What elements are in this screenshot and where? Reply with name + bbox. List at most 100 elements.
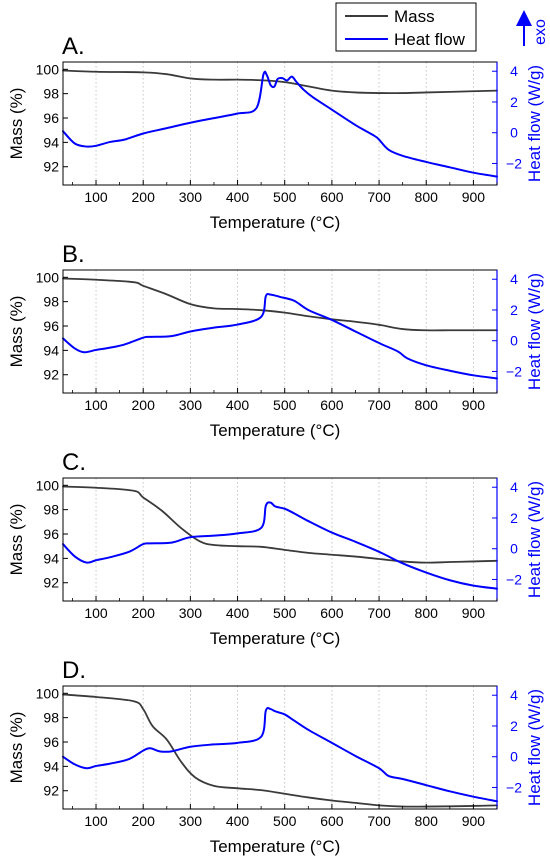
y2-tick-label: −2: [506, 571, 522, 587]
x-tick-label: 100: [84, 605, 108, 621]
x-tick-label: 100: [84, 397, 108, 413]
x-tick-label: 800: [415, 605, 439, 621]
legend-heat-flow-label: Heat flow: [394, 30, 466, 49]
x-tick-label: 300: [179, 189, 203, 205]
y2-tick-label: 4: [510, 63, 518, 79]
y-tick-label: 96: [43, 526, 59, 542]
x-tick-label: 200: [132, 605, 156, 621]
x-tick-label: 900: [462, 397, 486, 413]
y2-tick-label: 0: [510, 541, 518, 557]
y2-tick-label: 2: [510, 94, 518, 110]
y2-tick-label: 2: [510, 510, 518, 526]
chart-panel-1: A.100 200 300 400 500 600 700 800 90092949698100…: [7, 33, 544, 232]
plot-frame: [62, 269, 498, 394]
y2-tick-label: 2: [510, 718, 518, 734]
x-tick-label: 400: [226, 605, 250, 621]
y-axis-title: Mass (%): [7, 504, 26, 576]
x-tick-label: 600: [320, 397, 344, 413]
y2-tick-label: 2: [510, 302, 518, 318]
x-tick-label: 400: [226, 813, 250, 829]
x-tick-label: 800: [415, 813, 439, 829]
y-tick-label: 100: [36, 477, 60, 493]
panels: A.100 200 300 400 500 600 700 800 90092949698100…: [7, 33, 544, 856]
x-tick-label: 800: [415, 189, 439, 205]
x-tick-label: 100: [84, 813, 108, 829]
x-axis-title: Temperature (°C): [210, 629, 341, 648]
x-tick-label: 800: [415, 397, 439, 413]
y2-tick-label: −2: [506, 779, 522, 795]
x-tick-label: 200: [132, 397, 156, 413]
x-axis-title: Temperature (°C): [210, 213, 341, 232]
x-tick-label: 700: [367, 189, 391, 205]
plot-frame: [62, 685, 498, 810]
chart-panel-3: C.100 200 300 400 500 600 700 800 90092949698100…: [7, 449, 544, 648]
x-tick-label: 700: [367, 813, 391, 829]
panel-label: D.: [62, 657, 86, 684]
y-tick-label: 100: [36, 61, 60, 77]
heat-flow-line: [62, 501, 498, 590]
y2-tick-label: 0: [510, 749, 518, 765]
y-tick-label: 98: [43, 710, 59, 726]
y-axis-title: Mass (%): [7, 296, 26, 368]
mass-line: [62, 69, 498, 95]
y-tick-label: 100: [36, 685, 60, 701]
y-tick-label: 98: [43, 502, 59, 518]
y-tick-label: 92: [43, 159, 59, 175]
x-tick-label: 700: [367, 397, 391, 413]
exo-indicator: exo: [516, 10, 549, 46]
x-tick-label: 500: [273, 813, 297, 829]
x-tick-label: 900: [462, 605, 486, 621]
heat-flow-line: [62, 70, 498, 178]
y-tick-label: 100: [36, 269, 60, 285]
x-axis-title: Temperature (°C): [210, 837, 341, 856]
x-tick-label: 100: [84, 189, 108, 205]
x-tick-label: 300: [179, 397, 203, 413]
y-tick-label: 94: [43, 134, 59, 150]
heat-flow-line: [62, 292, 498, 380]
y2-axis-title: Heat flow (W/g): [525, 273, 544, 390]
x-tick-label: 300: [179, 605, 203, 621]
y-tick-label: 98: [43, 86, 59, 102]
heat-flow-line: [62, 707, 498, 803]
y2-tick-label: 0: [510, 333, 518, 349]
y2-axis-title: Heat flow (W/g): [525, 689, 544, 806]
x-tick-label: 500: [273, 605, 297, 621]
x-tick-label: 200: [132, 813, 156, 829]
y-tick-label: 92: [43, 575, 59, 591]
x-tick-label: 400: [226, 397, 250, 413]
plot-frame: [62, 477, 498, 602]
x-tick-label: 600: [320, 605, 344, 621]
y-axis-title: Mass (%): [7, 712, 26, 784]
mass-line: [62, 277, 498, 332]
panel-label: A.: [62, 33, 85, 60]
mass-line: [62, 693, 498, 808]
y-tick-label: 98: [43, 294, 59, 310]
y-tick-label: 96: [43, 110, 59, 126]
y2-tick-label: 4: [510, 479, 518, 495]
x-tick-label: 500: [273, 189, 297, 205]
chart-panel-2: B.100 200 300 400 500 600 700 800 90092949698100…: [7, 241, 544, 440]
x-tick-label: 900: [462, 813, 486, 829]
y-axis-title: Mass (%): [7, 88, 26, 160]
plot-frame: [62, 61, 498, 186]
y-tick-label: 92: [43, 367, 59, 383]
y2-tick-label: −2: [506, 363, 522, 379]
x-tick-label: 900: [462, 189, 486, 205]
y-tick-label: 94: [43, 342, 59, 358]
y2-axis-title: Heat flow (W/g): [525, 65, 544, 182]
mass-line: [62, 485, 498, 564]
panel-label: C.: [62, 449, 86, 476]
y-tick-label: 94: [43, 758, 59, 774]
x-tick-label: 600: [320, 189, 344, 205]
chart-panel-4: D.100 200 300 400 500 600 700 800 90092949698100…: [7, 657, 544, 856]
y-tick-label: 92: [43, 783, 59, 799]
y2-tick-label: −2: [506, 155, 522, 171]
y-tick-label: 96: [43, 734, 59, 750]
exo-label: exo: [532, 19, 549, 45]
legend-box: [335, 2, 477, 52]
x-tick-label: 200: [132, 189, 156, 205]
y2-tick-label: 0: [510, 125, 518, 141]
y-tick-label: 96: [43, 318, 59, 334]
x-tick-label: 400: [226, 189, 250, 205]
